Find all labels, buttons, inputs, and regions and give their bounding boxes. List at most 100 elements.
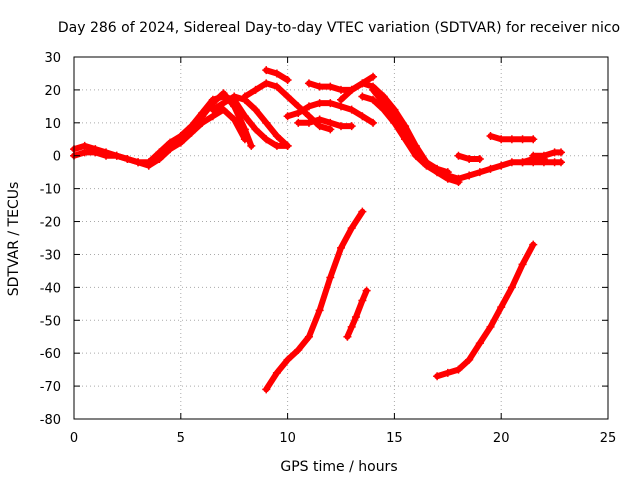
y-tick-label: 30 <box>44 51 61 66</box>
data-point <box>337 243 345 252</box>
data-point <box>326 118 335 127</box>
x-tick-label: 5 <box>177 431 185 446</box>
data-point <box>80 148 89 157</box>
data-point <box>475 155 484 164</box>
data-point <box>557 148 566 157</box>
data-point <box>304 102 313 111</box>
data-point <box>475 168 484 177</box>
series-arc-12 <box>358 92 548 183</box>
data-point <box>283 76 292 85</box>
data-point <box>507 283 516 292</box>
data-point <box>369 85 378 94</box>
series-arc-3 <box>144 105 249 170</box>
data-point <box>155 155 164 164</box>
data-point <box>529 135 538 144</box>
series-band <box>434 241 537 380</box>
y-tick-label: -30 <box>40 248 61 263</box>
data-point <box>251 105 260 114</box>
data-point <box>518 135 527 144</box>
chart-title: Day 286 of 2024, Sidereal Day-to-day VTE… <box>58 20 620 36</box>
data-series <box>70 66 566 394</box>
y-tick-label: -60 <box>40 347 61 362</box>
data-point <box>454 365 463 374</box>
data-point <box>134 158 143 167</box>
data-point <box>219 99 228 108</box>
series-arc-17 <box>262 207 367 394</box>
y-tick-label: -50 <box>40 314 61 329</box>
data-point <box>144 161 153 170</box>
data-point <box>454 151 463 160</box>
data-point <box>187 128 196 137</box>
data-point <box>294 118 303 127</box>
data-point <box>262 135 271 144</box>
data-point <box>315 82 324 91</box>
data-point <box>262 79 271 88</box>
series-arc-6 <box>262 66 292 85</box>
data-point <box>379 105 388 114</box>
data-point <box>315 306 324 315</box>
y-tick-label: -70 <box>40 380 61 395</box>
data-point <box>102 151 111 160</box>
axis-ticks: 0 5 10 15 20 25 -80 -70 -60 -50 -40 -30 -20 -10 0 10 20 3… <box>40 51 617 446</box>
data-point <box>283 112 292 121</box>
data-point <box>529 240 538 249</box>
y-tick-label: -40 <box>40 281 61 296</box>
data-point <box>486 322 495 331</box>
y-tick-label: -10 <box>40 183 61 198</box>
data-point <box>337 95 345 104</box>
data-point <box>198 118 207 127</box>
data-point <box>304 79 313 88</box>
x-tick-label: 0 <box>70 431 78 446</box>
data-point <box>304 118 313 127</box>
data-point <box>518 158 527 167</box>
data-point <box>497 161 506 170</box>
data-point <box>358 92 367 101</box>
x-tick-label: 25 <box>600 431 617 446</box>
x-tick-label: 15 <box>386 431 403 446</box>
data-point <box>347 105 356 114</box>
data-point <box>433 372 442 381</box>
data-point <box>454 174 463 183</box>
x-tick-label: 10 <box>279 431 296 446</box>
plot-frame <box>73 56 609 420</box>
data-point <box>240 112 249 121</box>
data-point <box>112 151 121 160</box>
data-point <box>123 155 132 164</box>
data-point <box>304 332 313 341</box>
data-point <box>240 95 249 104</box>
data-point <box>518 260 527 269</box>
data-point <box>91 148 100 157</box>
data-point <box>486 164 495 173</box>
data-point <box>337 122 345 131</box>
data-point <box>465 355 474 364</box>
data-point <box>315 99 324 108</box>
data-point <box>347 322 356 331</box>
data-point <box>166 145 175 154</box>
y-tick-label: 0 <box>53 150 61 165</box>
data-point <box>272 82 281 91</box>
data-point <box>507 135 516 144</box>
y-tick-label: -80 <box>40 413 61 428</box>
y-axis-label: SDTVAR / TECUs <box>6 182 22 297</box>
data-point <box>198 108 207 117</box>
data-point <box>358 207 367 216</box>
data-point <box>539 151 548 160</box>
data-point <box>176 138 185 147</box>
data-point <box>443 368 452 377</box>
data-point <box>411 151 420 160</box>
data-point <box>369 72 378 81</box>
data-point <box>326 99 335 108</box>
data-point <box>358 112 367 121</box>
data-point <box>240 135 249 144</box>
x-tick-label: 20 <box>493 431 510 446</box>
data-point <box>208 105 217 114</box>
data-point <box>230 92 239 101</box>
data-point <box>262 66 271 75</box>
data-point <box>475 339 484 348</box>
data-point <box>343 332 352 341</box>
data-point <box>443 171 452 180</box>
data-point <box>294 108 303 117</box>
y-tick-label: 20 <box>44 84 61 99</box>
series-arc-13 <box>454 151 484 164</box>
data-point <box>486 131 495 140</box>
